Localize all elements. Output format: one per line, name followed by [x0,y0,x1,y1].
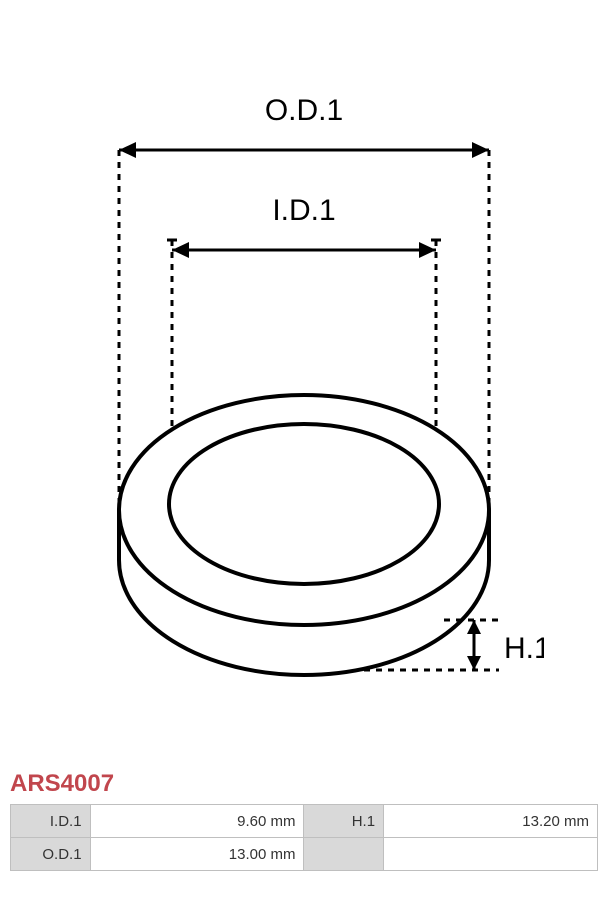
od-label: O.D.1 [265,94,343,127]
od-arrow-right [472,142,489,158]
spec-value: 13.20 mm [384,805,598,838]
h-arrow-down [467,656,481,670]
spec-value: 9.60 mm [90,805,304,838]
diagram-container: O.D.1 I.D.1 [10,80,598,720]
id-arrow-right [419,242,436,258]
spec-label [304,838,384,871]
spec-label: O.D.1 [11,838,91,871]
ring-inner [169,424,439,584]
id-label: I.D.1 [272,194,335,227]
id-arrow-left [172,242,189,258]
table-row: O.D.1 13.00 mm [11,838,598,871]
h-label: H.1 [504,632,544,665]
part-code: ARS4007 [10,770,598,798]
spec-table: I.D.1 9.60 mm H.1 13.20 mm O.D.1 13.00 m… [10,804,598,871]
spec-value [384,838,598,871]
table-row: I.D.1 9.60 mm H.1 13.20 mm [11,805,598,838]
spec-label: H.1 [304,805,384,838]
od-arrow-left [119,142,136,158]
page: O.D.1 I.D.1 [0,0,608,871]
h-arrow-up [467,620,481,634]
spec-value: 13.00 mm [90,838,304,871]
spec-label: I.D.1 [11,805,91,838]
oring-diagram: O.D.1 I.D.1 [64,80,544,720]
